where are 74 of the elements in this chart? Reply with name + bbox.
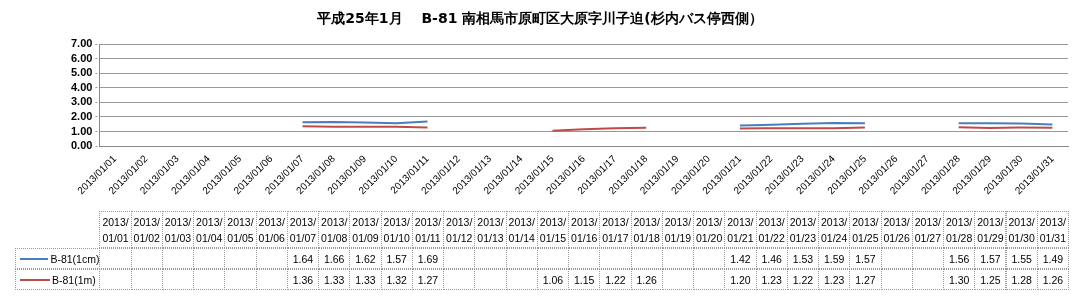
y-tick-label: 3.00	[70, 95, 93, 108]
legend-label: B-81(1m)	[52, 273, 96, 286]
category-label: 2013/01/23	[789, 215, 817, 244]
category-label: 2013/01/04	[196, 215, 223, 244]
category-label: 2013/01/20	[696, 215, 723, 244]
category-label: 2013/01/05	[227, 215, 254, 244]
category-label: 2013/01/08	[321, 215, 348, 244]
data-label: 1.27	[411, 269, 445, 290]
category-label: 2013/01/03	[164, 215, 192, 244]
category-label: 2013/01/11	[414, 215, 442, 244]
data-label: 1.25	[974, 269, 1007, 290]
category-label: 2013/01/02	[133, 215, 160, 244]
category-label: 2013/01/07	[289, 215, 317, 244]
category-label: 2013/01/15	[539, 215, 567, 244]
y-tick-label: 4.00	[70, 80, 93, 93]
category-label: 2013/01/30	[1008, 215, 1035, 244]
data-label: 1.57	[849, 248, 882, 269]
data-label: 1.66	[318, 248, 351, 269]
data-label: 1.22	[599, 269, 632, 290]
category-label: 2013/01/01	[102, 215, 129, 244]
data-label: 1.26	[1036, 269, 1069, 290]
category-label: 2013/01/28	[945, 215, 973, 244]
category-label: 2013/01/29	[977, 215, 1004, 244]
data-label: 1.20	[724, 269, 757, 290]
y-tick-label: 7.00	[70, 37, 93, 50]
category-label: 2013/01/14	[508, 215, 535, 244]
category-label: 2013/01/27	[914, 215, 942, 244]
data-label: 1.64	[286, 248, 320, 269]
data-label: 1.56	[943, 248, 976, 269]
category-label: 2013/01/17	[602, 215, 629, 244]
data-label: 1.23	[755, 269, 788, 290]
category-label: 2013/01/13	[477, 215, 504, 244]
y-tick-label: 5.00	[70, 66, 93, 79]
legend-label: B-81(1cm)	[50, 252, 100, 265]
category-label: 2013/01/24	[821, 215, 848, 244]
category-label: 2013/01/21	[727, 215, 754, 244]
chart-title: 平成25年1月 B-81 南相馬市原町区大原字川子迫(杉内バス停西側）	[316, 10, 764, 28]
category-label: 2013/01/22	[758, 215, 785, 244]
category-label: 2013/01/16	[571, 215, 598, 244]
data-label: 1.69	[411, 248, 445, 269]
category-label: 2013/01/18	[633, 215, 660, 244]
data-label: 1.59	[818, 248, 851, 269]
data-label: 1.33	[318, 269, 351, 290]
data-label: 1.57	[974, 248, 1007, 269]
category-label: 2013/01/06	[258, 215, 285, 244]
data-label: 1.15	[568, 269, 601, 290]
data-label: 1.27	[849, 269, 882, 290]
data-label: 1.32	[380, 269, 413, 290]
data-label: 1.46	[755, 248, 788, 269]
category-label: 2013/01/10	[383, 215, 410, 244]
data-label: 1.33	[349, 269, 382, 290]
category-label: 2013/01/26	[883, 215, 910, 244]
data-label: 1.22	[786, 269, 820, 290]
category-label: 2013/01/25	[852, 215, 879, 244]
category-label: 2013/01/09	[352, 215, 379, 244]
data-label: 1.36	[286, 269, 320, 290]
data-label: 1.57	[380, 248, 413, 269]
data-label: 1.42	[724, 248, 757, 269]
y-tick-label: 6.00	[70, 51, 93, 64]
data-label: 1.28	[1005, 269, 1038, 290]
category-label: 2013/01/12	[446, 215, 473, 244]
y-tick-label: 1.00	[70, 124, 93, 137]
data-label: 1.55	[1005, 248, 1038, 269]
data-label: 1.06	[536, 269, 570, 290]
data-label: 1.53	[786, 248, 820, 269]
data-label: 1.62	[349, 248, 382, 269]
y-tick-label: 0.00	[70, 139, 93, 152]
data-label: 1.23	[818, 269, 851, 290]
data-label: 1.26	[630, 269, 663, 290]
category-label: 2013/01/19	[664, 215, 692, 244]
data-label: 1.49	[1036, 248, 1069, 269]
data-label: 1.30	[943, 269, 976, 290]
category-label: 2013/01/31	[1039, 215, 1066, 244]
y-tick-label: 2.00	[70, 109, 93, 122]
